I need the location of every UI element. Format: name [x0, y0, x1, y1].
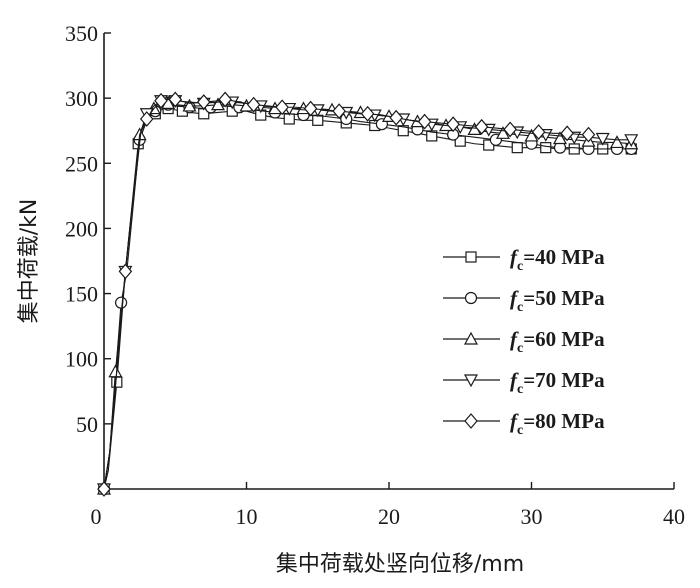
data-point — [108, 364, 123, 378]
legend-marker — [463, 374, 479, 388]
legend-label-subscript: c — [517, 259, 523, 274]
legend-label: fc=40 MPa — [510, 245, 605, 274]
data-point — [595, 132, 610, 146]
legend-item: fc=50 MPa — [443, 286, 605, 315]
data-point — [196, 94, 211, 110]
data-point — [111, 376, 123, 388]
data-point — [568, 143, 580, 155]
data-point — [624, 134, 639, 148]
series-diamond — [97, 91, 596, 497]
legend-label: fc=70 MPa — [510, 368, 605, 397]
data-point — [154, 92, 168, 109]
y-tick-label: 250 — [65, 151, 98, 176]
legend-label-value: =50 MPa — [523, 286, 605, 310]
x-tick-label: 0 — [91, 504, 102, 529]
legend-item: fc=80 MPa — [443, 409, 605, 438]
data-point — [114, 296, 128, 309]
data-point — [417, 113, 432, 130]
data-point — [524, 128, 539, 142]
x-tick-label: 10 — [236, 504, 258, 529]
data-point — [118, 263, 133, 280]
legend-label-symbol: f — [510, 286, 519, 310]
legend-marker — [464, 413, 478, 429]
legend-label-subscript: c — [517, 382, 523, 397]
data-point — [474, 118, 489, 135]
legend-label-symbol: f — [510, 409, 519, 433]
y-tick-label: 300 — [65, 86, 98, 111]
legend-label-subscript: c — [517, 341, 523, 356]
legend-item: fc=70 MPa — [443, 368, 605, 397]
y-tick-label: 150 — [65, 282, 98, 307]
data-point — [503, 121, 517, 138]
data-point — [609, 135, 625, 149]
data-point — [552, 131, 568, 145]
y-tick-label: 350 — [65, 21, 98, 46]
x-tick-label: 40 — [663, 504, 685, 529]
legend-label-value: =40 MPa — [523, 245, 605, 269]
data-point — [168, 91, 183, 108]
legend-label-subscript: c — [517, 300, 523, 315]
data-point — [454, 135, 466, 147]
legend-label-symbol: f — [510, 368, 519, 392]
data-point — [540, 142, 552, 154]
data-point — [332, 103, 346, 120]
data-point — [511, 142, 523, 154]
x-axis-title: 集中荷载处竖向位移/mm — [276, 552, 524, 577]
legend-item: fc=60 MPa — [443, 327, 605, 356]
legend-marker — [464, 291, 478, 305]
y-axis-title: 集中荷载/kN — [17, 199, 42, 324]
data-point — [495, 126, 511, 139]
data-point — [581, 126, 596, 143]
data-point — [275, 99, 289, 116]
y-tick-label: 100 — [65, 347, 98, 372]
legend-marker — [465, 251, 477, 263]
data-point — [303, 100, 318, 117]
legend-label: fc=50 MPa — [510, 286, 605, 315]
legend-marker — [463, 331, 479, 345]
plot-area: 50 100 150 200 250 300 350 0 10 20 30 40 — [65, 21, 685, 529]
data-point — [182, 98, 197, 112]
data-point — [97, 481, 111, 497]
legend-label-value: =80 MPa — [523, 409, 605, 433]
x-tick-label: 20 — [378, 504, 400, 529]
legend-label: fc=80 MPa — [510, 409, 605, 438]
series-layer — [96, 91, 639, 497]
data-point — [531, 124, 546, 140]
data-point — [139, 111, 154, 127]
x-tick-label: 30 — [521, 504, 543, 529]
data-point — [446, 116, 460, 133]
data-point — [360, 105, 375, 122]
y-tick-label: 50 — [76, 412, 98, 437]
legend-label-value: =60 MPa — [523, 327, 605, 351]
data-point — [218, 91, 232, 108]
legend-label: fc=60 MPa — [510, 327, 605, 356]
legend-label-symbol: f — [510, 245, 519, 269]
legend-item: fc=40 MPa — [443, 245, 605, 274]
legend-label-value: =70 MPa — [523, 368, 605, 392]
data-point — [389, 109, 403, 126]
legend-label-subscript: c — [517, 423, 523, 438]
y-tick-label: 200 — [65, 216, 98, 241]
legend-label-symbol: f — [510, 327, 519, 351]
data-point — [246, 96, 261, 113]
data-point — [210, 97, 226, 111]
data-point — [560, 125, 574, 142]
